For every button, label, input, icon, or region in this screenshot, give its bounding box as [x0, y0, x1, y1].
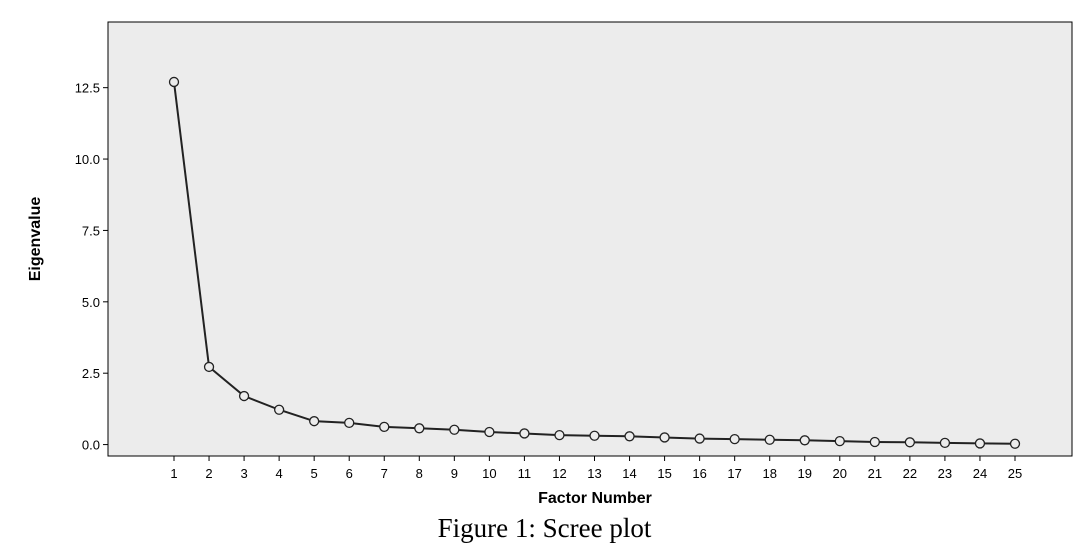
figure-caption: Figure 1: Scree plot: [437, 513, 652, 543]
x-tick-label: 16: [692, 466, 706, 481]
x-tick-label: 11: [518, 466, 532, 481]
x-axis-title: Factor Number: [538, 490, 652, 507]
data-point: [869, 436, 880, 448]
x-tick-label: 21: [868, 466, 882, 481]
y-tick-label: 0.0: [82, 438, 100, 453]
x-tick-label: 19: [798, 466, 812, 481]
data-point: [939, 437, 951, 449]
x-tick-label: 5: [311, 466, 318, 481]
x-tick-label: 2: [205, 466, 212, 481]
scree-plot: 0.02.55.07.510.012.5 1 2 3 4 5 6 7 8 9 10 11 12 13 14…: [27, 21, 1073, 507]
x-tick-label: 17: [727, 466, 741, 481]
data-point: [764, 434, 775, 445]
x-tick-label: 7: [381, 466, 388, 481]
x-tick-label: 23: [938, 466, 952, 481]
x-tick-label: 6: [346, 466, 353, 481]
x-tick-label: 22: [903, 466, 917, 481]
y-axis-title: Eigenvalue: [27, 197, 44, 282]
y-tick-label: 12.5: [75, 81, 100, 96]
x-tick-label: 1: [170, 466, 177, 481]
plot-area: [107, 21, 1073, 457]
data-point: [449, 424, 460, 435]
data-point: [659, 432, 670, 443]
data-point: [799, 435, 810, 446]
data-point: [168, 76, 180, 88]
x-tick-label: 14: [622, 466, 636, 481]
data-point: [974, 438, 986, 449]
x-tick-label: 15: [657, 466, 671, 481]
data-point: [834, 436, 845, 447]
x-tick-label: 10: [482, 466, 496, 481]
data-points: [168, 76, 1021, 449]
x-tick-label: 20: [833, 466, 847, 481]
x-tick-label: 18: [762, 466, 776, 481]
data-point: [484, 426, 495, 438]
data-point: [238, 390, 250, 402]
y-tick-label: 10.0: [75, 152, 100, 167]
y-tick-label: 5.0: [82, 295, 100, 310]
data-point: [414, 423, 425, 434]
data-point: [344, 417, 355, 429]
data-point: [379, 421, 390, 433]
x-tick-label: 25: [1008, 466, 1022, 481]
data-point: [589, 430, 600, 441]
x-tick-label: 4: [276, 466, 283, 481]
data-point: [309, 416, 320, 427]
data-point: [904, 437, 916, 448]
data-point: [694, 433, 705, 444]
x-tick-label: 12: [552, 466, 566, 481]
x-tick-label: 9: [451, 466, 458, 481]
x-tick-label: 24: [973, 466, 987, 481]
data-point: [554, 430, 565, 441]
x-axis: 1 2 3 4 5 6 7 8 9 10 11 12 13 14 15 16 17 18 19 20 21 22 23 24 2…: [170, 456, 1022, 481]
data-point: [1009, 438, 1021, 449]
data-point: [203, 361, 215, 373]
y-tick-label: 7.5: [82, 223, 100, 238]
y-axis: 0.0 2.5 5.0 7.5 10.0 12.5: [75, 81, 108, 453]
data-point: [273, 404, 285, 415]
data-point: [519, 428, 530, 439]
data-point: [729, 434, 740, 445]
x-tick-label: 8: [416, 466, 423, 481]
data-point: [624, 431, 635, 442]
x-tick-label: 13: [587, 466, 601, 481]
x-tick-label: 3: [240, 466, 247, 481]
y-tick-label: 2.5: [82, 366, 100, 381]
